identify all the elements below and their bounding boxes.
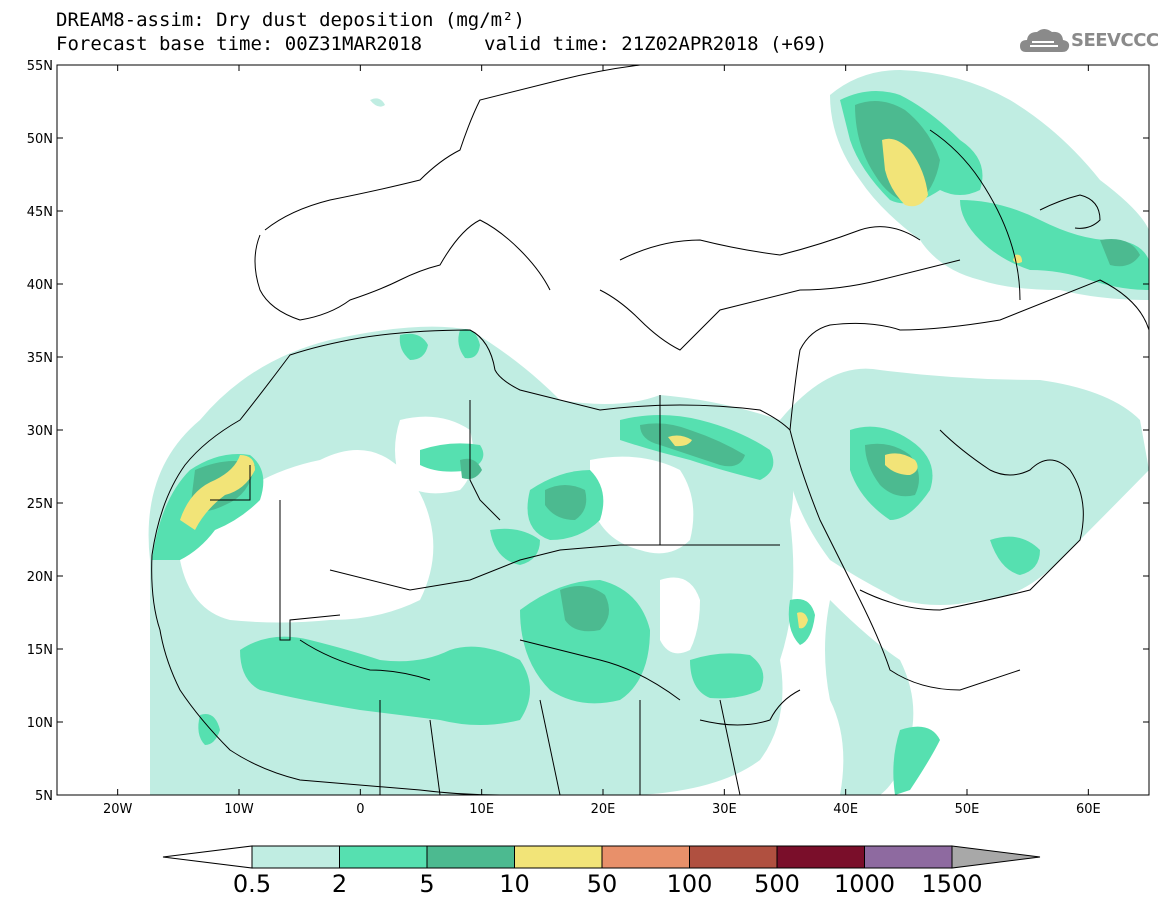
lat-label: 15N — [27, 643, 53, 658]
colorbar-label: 500 — [754, 870, 800, 898]
colorbar-label: 100 — [666, 870, 713, 898]
colorbar-label: 1500 — [921, 870, 983, 898]
colorbar-segment — [339, 845, 428, 869]
lon-label: 30E — [712, 802, 737, 817]
colorbar-segment — [776, 845, 865, 869]
lat-label: 10N — [27, 716, 53, 731]
longitude-axis: 20W 10W 0 10E 20E 30E 40E 50E 60E — [103, 65, 1101, 817]
lat-label: 40N — [27, 278, 53, 293]
colorbar-label: 50 — [586, 870, 618, 898]
colorbar-segment — [251, 845, 340, 869]
valid-time: valid time: 21Z02APR2018 (+69) — [484, 33, 828, 55]
lon-label: 40E — [833, 802, 858, 817]
colorbar — [162, 845, 1041, 869]
lon-label: 50E — [955, 802, 980, 817]
coastlines-and-borders — [151, 65, 1149, 795]
lat-label: 50N — [27, 132, 53, 147]
seevccc-logo: SEEVCCC — [1071, 30, 1159, 51]
lon-label: 20E — [591, 802, 616, 817]
lat-label: 45N — [27, 205, 53, 220]
colorbar-segment — [689, 845, 778, 869]
lat-label: 35N — [27, 351, 53, 366]
dust-fields — [148, 70, 1149, 795]
colorbar-label: 2 — [331, 870, 348, 898]
map-title: DREAM8-assim: Dry dust deposition (mg/m²… — [56, 9, 525, 31]
colorbar-segment — [864, 845, 953, 869]
dust-level-yellow — [180, 138, 1022, 629]
colorbar-label: 10 — [499, 870, 530, 898]
colorbar-right-arrow — [951, 845, 1041, 869]
forecast-base-time: Forecast base time: 00Z31MAR2018 — [56, 33, 423, 55]
lat-label: 25N — [27, 497, 53, 512]
colorbar-label: 5 — [419, 870, 435, 898]
colorbar-label: 1000 — [833, 870, 896, 898]
lat-label: 5N — [35, 789, 53, 804]
lat-label: 55N — [27, 59, 53, 74]
lon-label: 60E — [1076, 802, 1101, 817]
seevccc-cloud-icon — [1020, 29, 1070, 52]
lon-label: 10W — [224, 802, 254, 817]
lon-label: 0 — [356, 802, 364, 817]
lat-label: 20N — [27, 570, 53, 585]
colorbar-segment — [601, 845, 690, 869]
colorbar-left-arrow — [162, 845, 253, 869]
colorbar-label: 0.5 — [232, 870, 272, 898]
lon-label: 10E — [469, 802, 494, 817]
colorbar-segment — [514, 845, 603, 869]
colorbar-segment — [426, 845, 515, 869]
lat-label: 30N — [27, 424, 53, 439]
lon-label: 20W — [103, 802, 133, 817]
latitude-axis: 55N 50N 45N 40N 35N 30N 25N 20N 15N 10N 5N — [27, 59, 1149, 804]
